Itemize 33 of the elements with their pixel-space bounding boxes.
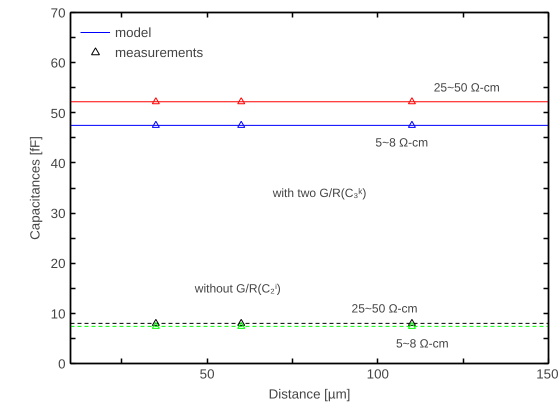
- point: [152, 97, 160, 104]
- x-tick-label: 50: [200, 366, 214, 382]
- y-tick-label: 60: [50, 56, 66, 71]
- point: [152, 322, 160, 329]
- annotation: 25~50 Ω-cm: [352, 301, 418, 316]
- point: [152, 120, 160, 128]
- point: [152, 318, 160, 326]
- legend-label: measurements: [115, 44, 204, 60]
- y-tick-label: 0: [58, 356, 66, 372]
- y-tick-label: 10: [50, 306, 66, 322]
- x-axis-title: Distance [µm]: [268, 386, 350, 402]
- point: [408, 322, 416, 329]
- annotation: with two G/R(C₃ᵏ): [272, 186, 366, 200]
- point: [408, 318, 416, 326]
- legend-label: model: [115, 24, 152, 40]
- point: [237, 318, 246, 326]
- point: [237, 97, 246, 104]
- annotation: without G/R(C₂ⁱ): [194, 281, 281, 296]
- y-tick-label: 20: [50, 256, 66, 272]
- point: [408, 97, 416, 104]
- annotation: 25~50 Ω-cm: [434, 80, 500, 95]
- point: [408, 120, 416, 128]
- x-tick-label: 150: [536, 366, 558, 382]
- x-tick-label: 100: [366, 366, 389, 382]
- point: [237, 120, 246, 128]
- point: [237, 322, 246, 329]
- y-axis-title: Capacitances [fF]: [28, 136, 43, 240]
- y-tick-label: 50: [50, 106, 66, 121]
- annotation: 5~8 Ω-cm: [396, 336, 449, 350]
- y-tick-label: 30: [50, 206, 66, 222]
- annotation: 5~8 Ω-cm: [375, 136, 428, 150]
- y-tick-label: 70: [50, 6, 66, 20]
- y-tick-label: 40: [50, 156, 66, 171]
